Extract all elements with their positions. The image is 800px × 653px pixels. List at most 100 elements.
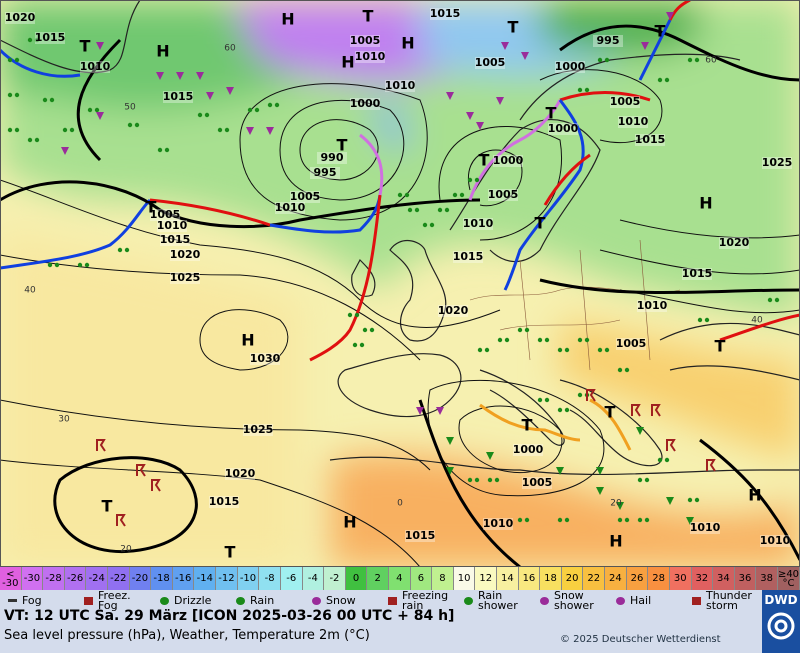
rain-symbol [664,77,670,83]
pressure-label: 1010 [80,60,111,73]
pressure-label: 1005 [350,34,381,47]
label-bg [5,12,35,24]
label-bg [317,152,347,164]
weather-map: 1020101510101015100510101015102010251030… [0,0,800,567]
shower-symbol [96,42,104,50]
scale-cell: 0 [345,567,368,590]
rain-symbol [544,397,550,403]
thunder-symbol [136,464,146,477]
legend-item: Rain [228,590,304,612]
pressure-label: 1020 [719,236,750,249]
shower-symbol [446,437,454,445]
pressure-label: 1000 [350,97,381,110]
rain-symbol [577,337,583,343]
pressure-label: 1010 [463,217,494,230]
thunder-symbol [151,479,161,492]
rain-symbol [14,127,20,133]
isotherm-label: 30 [58,415,70,425]
rain-symbol [444,207,450,213]
rain-symbol [604,57,610,63]
label-bg [555,61,585,73]
pressure-center: T [605,403,616,422]
pressure-label: 1005 [610,95,641,108]
scale-cell: -10 [237,567,260,590]
shower-symbol [636,427,644,435]
pressure-label: 1010 [385,79,416,92]
pressure-label: 1010 [690,521,721,534]
pressure-label: 1015 [35,31,66,44]
shower-symbol [686,517,694,525]
rain-symbol [42,97,48,103]
legend-item: Freezing rain [380,590,456,612]
pressure-label: 1005 [522,476,553,489]
legend-item: Snow shower [532,590,608,612]
rain-symbol [452,192,458,198]
label-bg [635,134,665,146]
scale-cell: 6 [410,567,433,590]
scale-cell: 24 [605,567,627,590]
rain-symbol [459,192,465,198]
pressure-label: 1010 [355,50,386,63]
description: Sea level pressure (hPa), Weather, Tempe… [4,628,370,643]
pressure-center: T [522,416,533,435]
rain-symbol [664,457,670,463]
shower-symbol [641,42,649,50]
map-labels: 1020101510101015100510101015102010251030… [5,7,793,562]
rain-symbol [87,107,93,113]
rain-symbol [657,77,663,83]
pressure-label: 1005 [290,190,321,203]
scale-cell: 30 [669,567,692,590]
fronts [0,0,800,451]
pressure-label: 1020 [225,467,256,480]
scale-cell: 34 [713,567,735,590]
weather-legend: Fog Freez. Fog Drizzle Rain Snow Freezing rai… [0,590,760,612]
thunder-symbol [666,439,676,452]
isotherm-label: 50 [124,103,136,113]
isotherm-label: 40 [751,316,763,326]
label-bg [593,35,623,47]
rain-symbol [7,92,13,98]
rain-symbol [644,517,650,523]
pressure-label: 1015 [405,529,436,542]
pressure-label: 1015 [682,267,713,280]
rain-symbol [537,397,543,403]
rain-symbol [217,127,223,133]
pressure-center: T [225,543,236,562]
temperature-scale: < -30 -30 -28 -26 -24 -22 -20 -18 -16 -14 -12 -10 -8… [0,567,800,590]
label-bg [522,477,552,489]
rain-symbol [124,247,130,253]
pressure-label: 1020 [5,11,36,24]
shower-symbol [501,42,509,50]
scale-cell: < -30 [0,567,22,590]
shower-symbol [156,72,164,80]
dwd-logo: DWD [762,590,800,653]
rain-symbol [34,137,40,143]
rain-symbol [267,102,273,108]
rain-symbol [517,517,523,523]
pressure-label: 1005 [488,188,519,201]
shower-symbol [666,497,674,505]
rain-symbol [352,342,358,348]
shower-symbol [446,92,454,100]
scale-cell: 36 [734,567,757,590]
pressure-label: 1010 [157,219,188,232]
scale-cell: 18 [540,567,562,590]
scale-cell: 14 [497,567,519,590]
label-bg [250,353,280,365]
rain-symbol [597,347,603,353]
pressure-label: 995 [314,166,337,179]
scale-cell: 38 [756,567,778,590]
shower-symbol [226,87,234,95]
pressure-label: 1015 [163,90,194,103]
rain-symbol [164,147,170,153]
scale-cell: 4 [388,567,411,590]
rain-symbol [657,457,663,463]
pressure-label: 1010 [760,534,791,547]
rain-symbol [484,347,490,353]
rain-symbol [27,137,33,143]
label-bg [80,61,110,73]
shower-symbol [446,467,454,475]
label-bg [488,189,518,201]
shower-symbol [616,502,624,510]
pressure-center: H [401,34,414,53]
